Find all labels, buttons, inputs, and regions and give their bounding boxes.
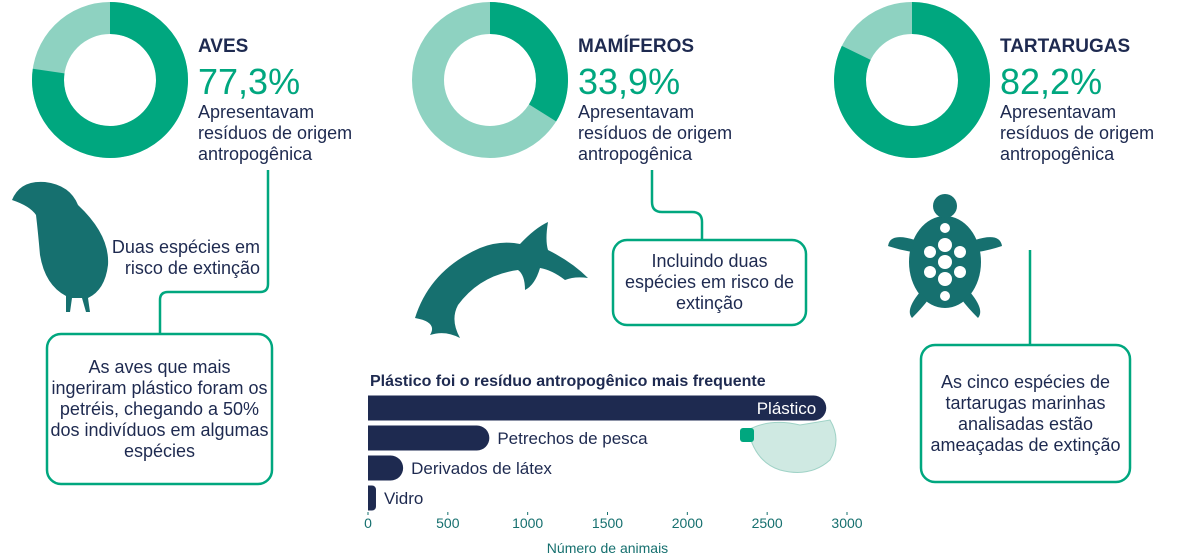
bar-label: Plástico (757, 399, 817, 418)
donut-arc (490, 18, 552, 113)
bottle-icon (740, 420, 836, 472)
x-tick-label: 2000 (672, 515, 703, 531)
bar-label: Vidro (384, 489, 423, 508)
donut-value-label: 33,9% (578, 64, 680, 100)
bar (368, 456, 403, 481)
x-axis-label: Número de animais (547, 540, 668, 556)
donut-title: TARTARUGAS (1000, 36, 1130, 58)
annotation: Duas espécies em risco de extinção (110, 220, 260, 295)
turtle-icon (888, 194, 1002, 318)
bar-chart-title: Plástico foi o resíduo antropogênico mai… (370, 373, 766, 390)
donut-subtitle: Apresentavam resíduos de origem antropog… (578, 102, 753, 165)
annotation: As aves que mais ingeriram plástico fora… (50, 337, 269, 481)
bar-label: Derivados de látex (411, 459, 552, 478)
annotation: Incluindo duas espécies em risco de exti… (616, 243, 803, 322)
donut-subtitle: Apresentavam resíduos de origem antropog… (1000, 102, 1175, 165)
x-tick-label: 0 (364, 515, 372, 531)
donut-value-label: 77,3% (198, 64, 300, 100)
donut-subtitle: Apresentavam resíduos de origem antropog… (198, 102, 373, 165)
infographic: Plástico foi o resíduo antropogênico mai… (0, 0, 1182, 558)
connector (652, 170, 702, 240)
dolphin-icon (415, 222, 588, 338)
bird-icon (12, 182, 108, 312)
donut-title: AVES (198, 36, 248, 58)
x-tick-label: 1000 (512, 515, 543, 531)
x-tick-label: 1500 (592, 515, 623, 531)
x-tick-label: 2500 (752, 515, 783, 531)
x-tick-label: 500 (436, 515, 460, 531)
bar (368, 486, 376, 511)
donut-value-label: 82,2% (1000, 64, 1102, 100)
bar (368, 426, 489, 451)
annotation: As cinco espécies de tartarugas marinhas… (924, 348, 1127, 479)
donut-title: MAMÍFEROS (578, 36, 694, 58)
x-tick-label: 3000 (831, 515, 862, 531)
bar-label: Petrechos de pesca (497, 429, 648, 448)
